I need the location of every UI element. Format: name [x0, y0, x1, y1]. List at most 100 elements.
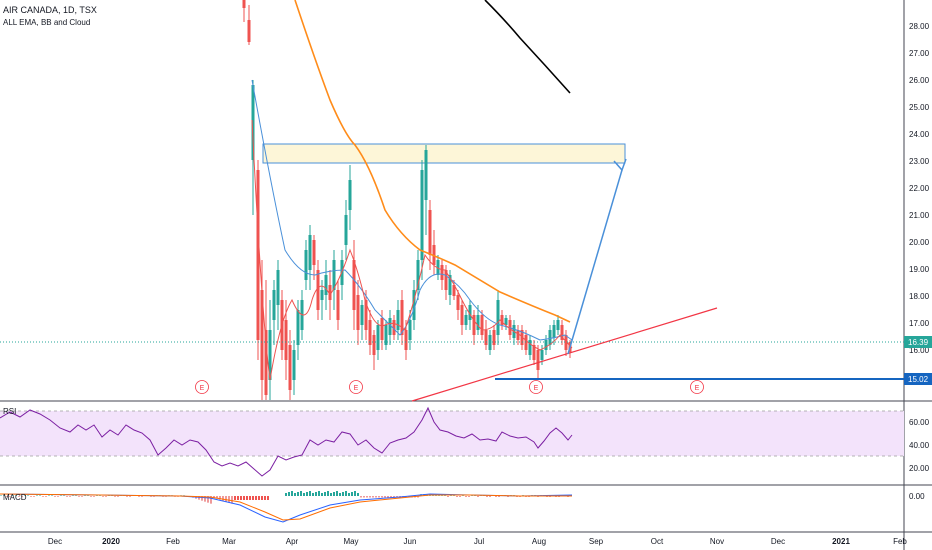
candle-body[interactable] — [504, 318, 508, 325]
candle-body[interactable] — [496, 300, 500, 335]
candle[interactable] — [272, 280, 276, 345]
candle[interactable] — [464, 310, 468, 330]
candle[interactable] — [364, 290, 368, 340]
candle-body[interactable] — [416, 260, 420, 290]
candle-body[interactable] — [392, 320, 396, 335]
candle-body[interactable] — [556, 320, 560, 330]
candle-body[interactable] — [472, 315, 476, 335]
candle-body[interactable] — [420, 170, 424, 260]
candle-body[interactable] — [276, 270, 280, 305]
candle-body[interactable] — [284, 320, 288, 360]
candle-body[interactable] — [388, 318, 392, 335]
candle-body[interactable] — [336, 290, 340, 320]
candle[interactable] — [556, 315, 560, 335]
earnings-marker[interactable]: E — [690, 380, 704, 394]
candle-body[interactable] — [528, 340, 532, 355]
main-pane[interactable] — [0, 0, 904, 400]
macd-label[interactable]: MACD — [3, 493, 27, 502]
candle-body[interactable] — [304, 250, 308, 280]
candle[interactable] — [348, 165, 352, 230]
candle[interactable] — [312, 235, 316, 280]
candle[interactable] — [360, 300, 364, 340]
candle-body[interactable] — [344, 215, 348, 245]
candle[interactable] — [292, 340, 296, 395]
candle-body[interactable] — [492, 330, 496, 345]
earnings-circle[interactable] — [349, 380, 363, 394]
candle[interactable] — [320, 280, 324, 320]
earnings-circle[interactable] — [529, 380, 543, 394]
candle[interactable] — [460, 300, 464, 335]
candle-body[interactable] — [484, 330, 488, 345]
candle[interactable] — [372, 330, 376, 370]
candle[interactable] — [388, 310, 392, 345]
candle-body[interactable] — [251, 85, 255, 160]
candle[interactable] — [516, 325, 520, 345]
candle-body[interactable] — [356, 295, 360, 330]
candle[interactable] — [242, 0, 246, 22]
candle[interactable] — [420, 160, 424, 280]
candle-body[interactable] — [272, 290, 276, 320]
candle[interactable] — [276, 260, 280, 330]
candle[interactable] — [324, 260, 328, 310]
candle[interactable] — [560, 320, 564, 345]
candle[interactable] — [268, 300, 272, 400]
candle[interactable] — [496, 290, 500, 345]
candle[interactable] — [260, 260, 264, 400]
candle-body[interactable] — [464, 315, 468, 325]
candle[interactable] — [448, 270, 452, 305]
candle[interactable] — [376, 320, 380, 360]
rsi-label[interactable]: RSI — [3, 407, 16, 416]
candle[interactable] — [456, 290, 460, 320]
earnings-circle[interactable] — [690, 380, 704, 394]
candle[interactable] — [296, 300, 300, 360]
candle[interactable] — [548, 325, 552, 350]
candle[interactable] — [440, 260, 444, 290]
candle-body[interactable] — [296, 310, 300, 345]
candle-body[interactable] — [364, 300, 368, 330]
candle[interactable] — [392, 315, 396, 340]
candle-body[interactable] — [468, 305, 472, 320]
candle-body[interactable] — [380, 318, 384, 340]
candle-body[interactable] — [480, 315, 484, 335]
candle-body[interactable] — [424, 150, 428, 200]
candle[interactable] — [304, 240, 308, 290]
candle[interactable] — [436, 255, 440, 280]
candle-body[interactable] — [324, 275, 328, 295]
candle-body[interactable] — [384, 325, 388, 345]
candle-body[interactable] — [476, 315, 480, 330]
candle[interactable] — [424, 145, 428, 235]
candle[interactable] — [428, 200, 432, 270]
candle[interactable] — [536, 345, 540, 378]
candle-body[interactable] — [264, 330, 268, 395]
candle[interactable] — [288, 330, 292, 400]
symbol-title[interactable]: AIR CANADA, 1D, TSX — [3, 5, 97, 15]
candle[interactable] — [308, 225, 312, 290]
candle[interactable] — [564, 330, 568, 356]
candle-body[interactable] — [460, 305, 464, 325]
candle[interactable] — [500, 310, 504, 330]
candle-body[interactable] — [348, 180, 352, 210]
candle[interactable] — [408, 310, 412, 350]
candle-body[interactable] — [316, 270, 320, 310]
candle-body[interactable] — [396, 310, 400, 330]
candle-body[interactable] — [552, 325, 556, 338]
candle[interactable] — [452, 280, 456, 300]
candle-body[interactable] — [368, 320, 372, 345]
candle[interactable] — [416, 250, 420, 300]
candle-body[interactable] — [328, 285, 332, 300]
candle-body[interactable] — [440, 265, 444, 280]
candle-body[interactable] — [404, 330, 408, 350]
candle[interactable] — [368, 310, 372, 355]
candle-body[interactable] — [268, 330, 272, 380]
candle-body[interactable] — [516, 330, 520, 340]
candle-body[interactable] — [444, 270, 448, 290]
candle-body[interactable] — [412, 290, 416, 320]
candle[interactable] — [528, 335, 532, 360]
candle[interactable] — [412, 280, 416, 330]
candle[interactable] — [480, 310, 484, 340]
candle-body[interactable] — [288, 345, 292, 390]
candle-body[interactable] — [532, 345, 536, 360]
candle-body[interactable] — [408, 320, 412, 340]
